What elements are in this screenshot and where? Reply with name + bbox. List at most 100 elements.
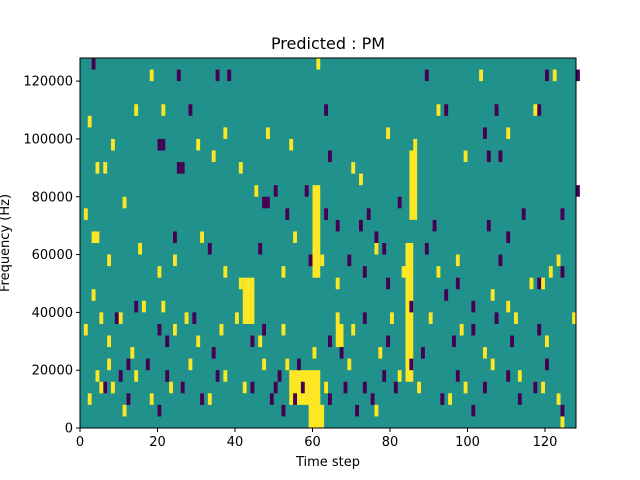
heatmap-bright-cell bbox=[556, 254, 561, 267]
heatmap-bright-cluster bbox=[312, 185, 321, 278]
heatmap-dark-cell bbox=[545, 69, 549, 82]
heatmap-dark-cell bbox=[180, 381, 185, 394]
heatmap-bright-cell bbox=[289, 138, 294, 151]
heatmap-dark-cell bbox=[560, 208, 565, 220]
heatmap-bright-cell bbox=[91, 289, 96, 301]
heatmap-dark-cell bbox=[506, 370, 511, 382]
heatmap-bright-cell bbox=[235, 312, 239, 324]
heatmap-bright-cell bbox=[459, 323, 464, 336]
heatmap-dark-cell bbox=[157, 404, 162, 417]
heatmap-bright-cell bbox=[285, 358, 290, 371]
x-tick-label: 20 bbox=[149, 435, 166, 450]
heatmap-bright-cell bbox=[99, 381, 104, 394]
heatmap-dark-cell bbox=[328, 335, 332, 348]
heatmap-bright-cell bbox=[304, 370, 309, 382]
heatmap-bright-cell bbox=[533, 104, 538, 116]
heatmap-bright-cell bbox=[262, 358, 266, 371]
x-tick-label: 40 bbox=[227, 435, 244, 450]
heatmap-dark-cell bbox=[215, 370, 220, 382]
heatmap-dark-cell bbox=[471, 300, 476, 313]
heatmap-bright-cell bbox=[134, 370, 139, 382]
heatmap-dark-cell bbox=[328, 150, 332, 163]
heatmap-bright-cell bbox=[293, 231, 297, 243]
heatmap-dark-cell bbox=[382, 370, 387, 382]
heatmap-bright-cell bbox=[111, 381, 115, 394]
heatmap-bright-cell bbox=[335, 312, 340, 324]
heatmap-bright-cell bbox=[479, 69, 483, 82]
heatmap-dark-cell bbox=[382, 243, 387, 255]
heatmap-bright-cell bbox=[281, 266, 286, 278]
heatmap-bright-cell bbox=[258, 335, 263, 348]
heatmap-dark-cell bbox=[355, 404, 359, 417]
heatmap-dark-cell bbox=[250, 381, 255, 394]
heatmap-bright-cell bbox=[572, 312, 576, 324]
heatmap-dark-cell bbox=[560, 266, 565, 278]
heatmap-dark-cell bbox=[297, 358, 301, 371]
heatmap-bright-cell bbox=[238, 277, 243, 290]
heatmap-dark-cell bbox=[176, 69, 181, 82]
heatmap-dark-cell bbox=[126, 358, 131, 371]
chart-title: Predicted : PM bbox=[271, 34, 385, 53]
heatmap-bright-cell bbox=[103, 162, 108, 174]
heatmap-bright-cell bbox=[347, 358, 352, 371]
heatmap-bright-cell bbox=[316, 393, 321, 405]
heatmap-dark-cell bbox=[517, 393, 522, 405]
heatmap-dark-cell bbox=[483, 381, 487, 394]
heatmap-dark-cell bbox=[521, 208, 526, 220]
heatmap-bright-cell bbox=[95, 231, 100, 243]
heatmap-dark-cell bbox=[370, 393, 375, 405]
heatmap-dark-cell bbox=[180, 162, 185, 174]
heatmap-dark-cell bbox=[335, 219, 340, 232]
heatmap-bright-cell bbox=[95, 370, 100, 382]
heatmap-bright-cell bbox=[107, 335, 111, 348]
heatmap-bright-cell bbox=[130, 347, 135, 359]
heatmap-bright-cell bbox=[455, 254, 460, 267]
heatmap-dark-cell bbox=[328, 393, 332, 405]
heatmap-bright-cell bbox=[483, 347, 487, 359]
heatmap-dark-cell bbox=[192, 312, 197, 324]
heatmap-bright-cell bbox=[374, 243, 379, 255]
heatmap-bright-cell bbox=[463, 150, 468, 163]
heatmap-bright-cell bbox=[242, 381, 247, 394]
heatmap-dark-cell bbox=[188, 104, 193, 116]
heatmap-bright-cell bbox=[149, 393, 154, 405]
heatmap-dark-cell bbox=[386, 335, 390, 348]
heatmap-dark-cell bbox=[409, 300, 414, 313]
x-tick-label: 80 bbox=[382, 435, 399, 450]
heatmap-dark-cell bbox=[452, 335, 456, 348]
heatmap-bright-cell bbox=[316, 58, 321, 70]
heatmap-bright-cell bbox=[99, 312, 104, 324]
heatmap-dark-cell bbox=[300, 381, 305, 394]
heatmap-dark-cell bbox=[324, 208, 328, 220]
heatmap-bright-cell bbox=[83, 323, 88, 336]
heatmap-bright-cluster bbox=[335, 323, 344, 348]
heatmap-dark-cell bbox=[537, 104, 542, 116]
heatmap-bright-cell bbox=[541, 277, 545, 290]
heatmap-dark-cell bbox=[393, 381, 398, 394]
heatmap-dark-cell bbox=[285, 208, 290, 220]
heatmap-dark-cell bbox=[362, 381, 367, 394]
heatmap-dark-cell bbox=[157, 138, 162, 151]
heatmap-dark-cell bbox=[421, 347, 425, 359]
heatmap-bright-cell bbox=[122, 196, 127, 209]
heatmap-dark-cell bbox=[176, 162, 181, 174]
heatmap-bright-cell bbox=[219, 323, 224, 336]
heatmap-dark-cell bbox=[262, 323, 266, 336]
heatmap-dark-cell bbox=[273, 381, 278, 394]
heatmap-bright-cell bbox=[436, 266, 441, 278]
heatmap-bright-cell bbox=[157, 266, 162, 278]
heatmap-dark-cell bbox=[386, 277, 390, 290]
heatmap-bright-cell bbox=[91, 231, 96, 243]
heatmap-dark-cell bbox=[227, 69, 232, 82]
heatmap-bright-cell bbox=[184, 312, 189, 324]
heatmap-dark-cell bbox=[343, 381, 348, 394]
x-axis: 0 20 40 60 80 100 120 bbox=[76, 428, 557, 450]
heatmap-bright-cell bbox=[517, 370, 522, 382]
heatmap-bright-cell bbox=[138, 243, 142, 255]
heatmap-bright-cell bbox=[556, 393, 561, 405]
heatmap-dark-cell bbox=[211, 347, 216, 359]
heatmap-bright-cell bbox=[87, 115, 92, 128]
y-axis: 0 20000 40000 60000 80000 100000 120000 bbox=[23, 75, 80, 437]
heatmap-dark-cell bbox=[161, 138, 166, 151]
heatmap-dark-cell bbox=[250, 335, 255, 348]
